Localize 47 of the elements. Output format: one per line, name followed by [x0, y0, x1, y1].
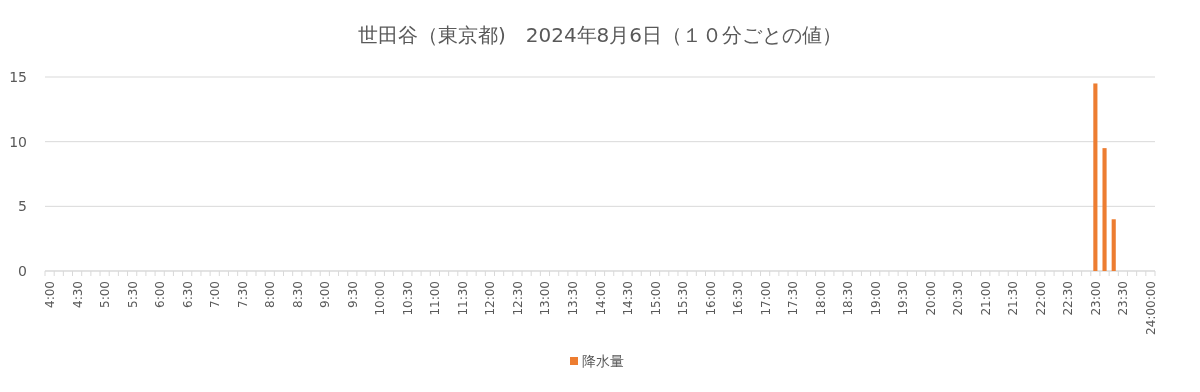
x-tick-label: 5:30 — [125, 281, 140, 308]
x-tick-label: 12:30 — [510, 281, 525, 316]
x-tick-label: 11:30 — [455, 281, 470, 316]
x-tick-label: 10:00 — [373, 281, 388, 316]
x-tick-label: 18:30 — [841, 281, 856, 316]
x-tick-label: 19:30 — [896, 281, 911, 316]
x-tick-label: 8:30 — [290, 281, 305, 308]
x-tick-label: 19:00 — [868, 281, 883, 316]
x-tick-label: 18:00 — [813, 281, 828, 316]
x-tick-label: 21:00 — [978, 281, 993, 316]
x-tick-label: 20:30 — [951, 281, 966, 316]
x-tick-label: 21:30 — [1006, 281, 1021, 316]
y-tick-label: 10 — [9, 133, 27, 150]
y-tick-label: 0 — [18, 263, 27, 279]
chart-title: 世田谷（東京都) 2024年8月6日（１０分ごとの値） — [357, 23, 843, 47]
x-tick-label: 16:30 — [731, 281, 746, 316]
x-tick-label: 13:30 — [565, 281, 580, 316]
y-tick-label: 5 — [18, 198, 27, 215]
x-tick-label: 16:00 — [703, 281, 718, 316]
x-tick-label: 17:00 — [758, 281, 773, 316]
x-tick-label: 22:00 — [1033, 281, 1048, 316]
x-tick-label: 6:00 — [153, 281, 168, 308]
x-tick-label: 10:30 — [400, 281, 415, 316]
x-tick-label: 4:00 — [43, 281, 58, 308]
x-tick-label: 15:00 — [648, 281, 663, 316]
x-tick-label: 5:00 — [98, 281, 113, 308]
x-tick-label: 20:00 — [923, 281, 938, 316]
x-tick-label: 11:00 — [428, 281, 443, 316]
x-tick-label: 9:00 — [318, 281, 333, 308]
x-tick-label: 14:00 — [593, 281, 608, 316]
legend-label: 降水量 — [582, 353, 624, 369]
x-tick-label: 8:00 — [263, 281, 278, 308]
x-tick-label: 15:30 — [676, 281, 691, 316]
x-tick-label: 7:30 — [235, 281, 250, 308]
x-tick-label: 23:00 — [1088, 281, 1103, 316]
x-tick-label: 4:30 — [70, 281, 85, 308]
x-tick-label: 12:00 — [483, 281, 498, 316]
x-tick-label: 6:30 — [180, 281, 195, 308]
x-tick-label: 23:30 — [1116, 281, 1131, 316]
x-tick-label: 7:00 — [208, 281, 223, 308]
y-tick-label: 15 — [9, 69, 27, 85]
x-tick-label: 13:00 — [538, 281, 553, 316]
x-tick-label: 22:30 — [1061, 281, 1076, 316]
x-tick-label: 17:30 — [786, 281, 801, 316]
x-tick-label: 24:00:00 — [1143, 281, 1158, 335]
x-tick-label: 14:30 — [621, 281, 636, 316]
x-tick-label: 9:30 — [345, 281, 360, 308]
